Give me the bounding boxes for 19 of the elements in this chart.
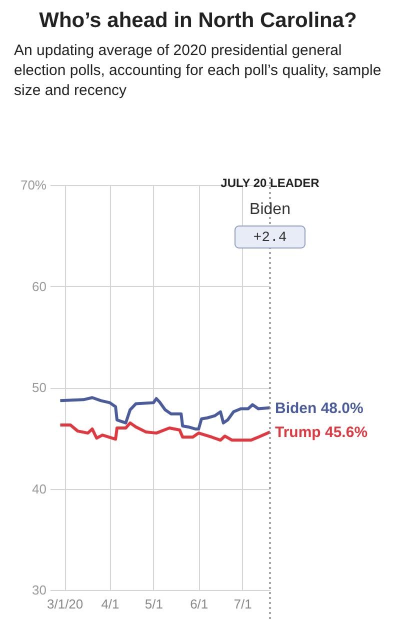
x-tick-label: 5/1 xyxy=(144,596,163,612)
line-series xyxy=(58,396,272,431)
line-series xyxy=(58,421,272,442)
chart-title: Who’s ahead in North Carolina? xyxy=(38,8,358,33)
ref-line-label: JULY 20 LEADER xyxy=(220,176,320,190)
y-tick-label: 70% xyxy=(20,178,47,192)
y-tick-label: 30 xyxy=(32,582,46,598)
annotation: Biden 48.0% xyxy=(275,400,364,417)
annotation: Biden xyxy=(250,201,290,218)
annotation: Trump 45.6% xyxy=(275,424,368,442)
x-tick-label: 6/1 xyxy=(190,596,208,612)
x-tick-label: 7/1 xyxy=(234,596,252,612)
x-tick-label: 3/1/20 xyxy=(46,596,84,612)
y-tick-label: 60 xyxy=(32,278,46,294)
chart-subtitle: An updating average of 2020 presidential general election polls, accounting for each poll’s quality, sample size and recency xyxy=(14,41,382,101)
y-tick-label: 50 xyxy=(32,380,46,395)
y-tick-label: 40 xyxy=(32,481,46,496)
x-tick-label: 4/1 xyxy=(101,596,120,612)
annotation: +2.4 xyxy=(253,230,287,246)
